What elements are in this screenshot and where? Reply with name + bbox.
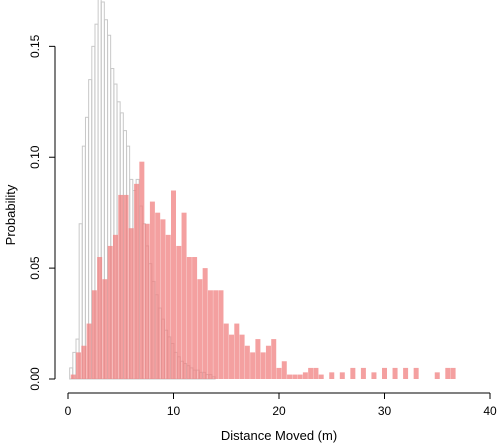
bar-red bbox=[192, 257, 198, 379]
bar-red bbox=[97, 257, 103, 379]
bar-red bbox=[202, 268, 208, 379]
x-tick-label: 40 bbox=[483, 404, 497, 418]
bar-red bbox=[229, 334, 235, 379]
bar-red bbox=[128, 228, 134, 379]
bar-red bbox=[265, 345, 271, 379]
axes: 0 10 20 30 40 0.00 0.05 0.10 0.15 bbox=[28, 34, 497, 418]
bar-red bbox=[102, 279, 108, 379]
bar-red bbox=[287, 374, 293, 379]
bar-red bbox=[144, 223, 150, 379]
x-tick-label: 30 bbox=[378, 404, 392, 418]
bar-red bbox=[450, 367, 456, 379]
bar-red bbox=[308, 367, 314, 379]
bar-red bbox=[297, 374, 303, 379]
bar-red bbox=[112, 234, 118, 379]
bar-red bbox=[403, 367, 409, 379]
bar-red bbox=[171, 190, 176, 379]
bar-red bbox=[281, 361, 287, 379]
bar-red bbox=[134, 183, 140, 379]
bar-red bbox=[207, 290, 213, 379]
bar-red bbox=[292, 374, 298, 379]
bar-red bbox=[218, 290, 224, 379]
bar-red bbox=[392, 367, 398, 379]
bar-red bbox=[318, 374, 324, 379]
bar-red bbox=[239, 334, 245, 379]
bar-red bbox=[255, 339, 261, 379]
bar-red bbox=[70, 374, 76, 379]
bar-red bbox=[250, 352, 256, 379]
bar-red bbox=[434, 372, 440, 379]
x-tick-label: 0 bbox=[65, 404, 72, 418]
bar-red bbox=[223, 323, 229, 379]
bar-red bbox=[360, 367, 366, 379]
bar-red bbox=[181, 212, 187, 379]
bar-red bbox=[371, 372, 377, 379]
bar-red bbox=[350, 367, 356, 379]
bar-red bbox=[271, 339, 277, 379]
bar-red bbox=[139, 161, 145, 379]
bar-red bbox=[234, 323, 240, 379]
bar-red bbox=[197, 279, 203, 379]
x-tick-label: 10 bbox=[167, 404, 181, 418]
bar-red bbox=[244, 345, 250, 379]
bar-red bbox=[302, 372, 308, 379]
bar-red bbox=[86, 323, 92, 379]
bar-red bbox=[260, 352, 266, 379]
bar-red bbox=[382, 367, 387, 379]
bar-red bbox=[339, 372, 345, 379]
y-tick-label: 0.05 bbox=[28, 256, 42, 280]
bar-red bbox=[118, 194, 124, 379]
bar-red bbox=[76, 352, 82, 379]
bar-red bbox=[445, 367, 451, 379]
bar-red bbox=[329, 372, 335, 379]
x-tick-label: 20 bbox=[272, 404, 286, 418]
distribution-bars-red bbox=[70, 161, 456, 379]
bar-grey bbox=[81, 145, 86, 380]
bar-red bbox=[91, 290, 97, 379]
x-axis-label: Distance Moved (m) bbox=[221, 428, 337, 443]
bar-red bbox=[176, 245, 182, 379]
y-axis-label: Probability bbox=[3, 184, 18, 245]
y-tick-label: 0.10 bbox=[28, 145, 42, 169]
y-tick-label: 0.15 bbox=[28, 34, 42, 58]
bar-red bbox=[107, 245, 113, 379]
bar-red bbox=[123, 194, 129, 379]
bar-red bbox=[186, 257, 192, 379]
bar-red bbox=[81, 345, 87, 379]
bar-red bbox=[213, 290, 219, 379]
bar-red bbox=[160, 219, 166, 379]
bar-red bbox=[149, 201, 155, 379]
bar-red bbox=[313, 367, 319, 379]
bar-red bbox=[155, 212, 161, 379]
bar-red bbox=[276, 367, 282, 379]
bar-red bbox=[165, 234, 171, 379]
bar-red bbox=[413, 367, 419, 379]
y-tick-label: 0.00 bbox=[28, 367, 42, 391]
